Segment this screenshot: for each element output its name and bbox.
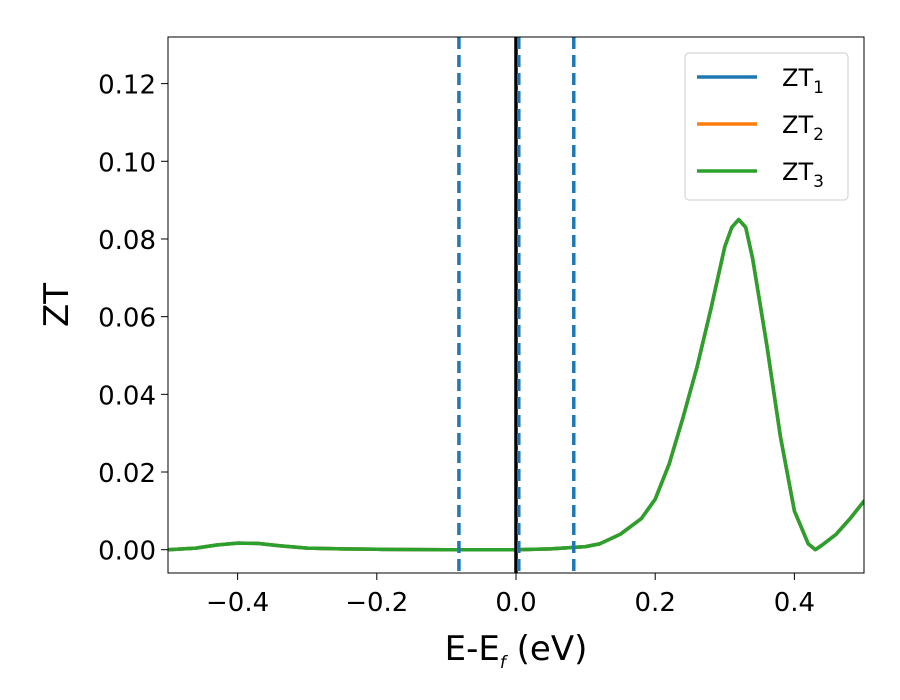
y-tick-label-5: 0.08 [98, 226, 156, 256]
x-tick-label-4: 0.2 [635, 588, 676, 618]
x-tick-label-2: −0.2 [345, 588, 408, 618]
y-tick-label-6: 0.10 [98, 148, 156, 178]
x-axis-label-sub: f [500, 653, 509, 673]
x-tick-label-1: −0.4 [206, 588, 269, 618]
y-axis: 0.00 0.02 0.04 0.06 0.08 0.10 0.12 [98, 71, 168, 567]
y-axis-label: ZT [37, 283, 77, 327]
x-axis-label: E-Ef (eV) [445, 629, 588, 673]
legend-label-2: ZT2 [782, 111, 824, 145]
x-axis: −0.4 −0.2 0.0 0.2 0.4 [206, 573, 815, 618]
legend-label-1: ZT1 [782, 64, 824, 98]
legend-box [684, 52, 849, 201]
y-tick-label-7: 0.12 [98, 71, 156, 101]
plot-content [168, 37, 864, 573]
x-tick-label-3: 0.0 [495, 588, 536, 618]
y-tick-label-4: 0.06 [98, 304, 156, 334]
y-tick-label-3: 0.04 [98, 381, 156, 411]
x-tick-label-5: 0.4 [774, 588, 815, 618]
series-line-3 [168, 217, 864, 552]
x-axis-label-main: E-E [445, 629, 500, 669]
legend: ZT1 ZT2 ZT3 [684, 52, 849, 201]
x-axis-label-suffix: (eV) [506, 629, 588, 669]
y-tick-label-1: 0.00 [98, 537, 156, 567]
y-tick-label-2: 0.02 [98, 459, 156, 489]
legend-label-3: ZT3 [782, 158, 824, 192]
